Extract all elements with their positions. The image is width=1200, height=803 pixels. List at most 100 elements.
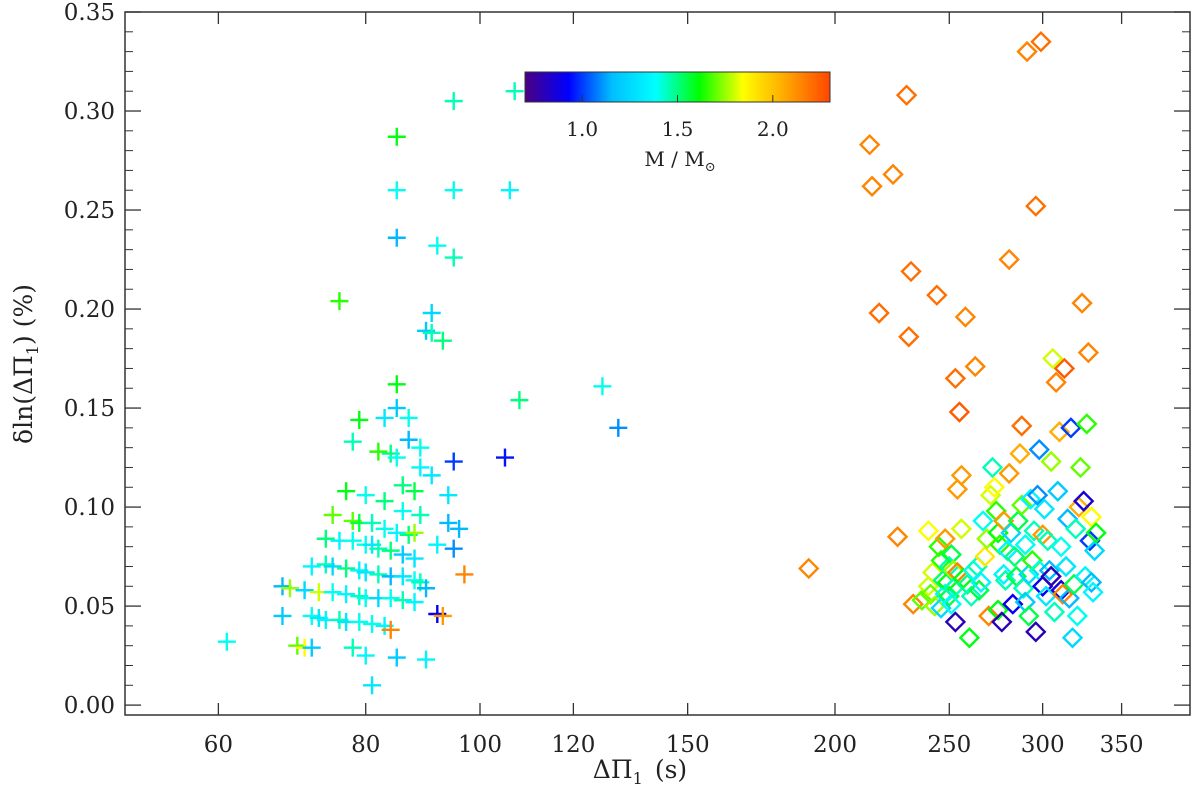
diamond-marker (1037, 530, 1059, 552)
y-tick-label: 0.00 (64, 693, 115, 719)
y-axis-title: δln(ΔΠ1) (%) (9, 284, 42, 444)
plus-marker (428, 535, 447, 554)
plus-marker (217, 632, 236, 651)
diamond-marker (1016, 40, 1038, 63)
colorbar-title-main: M / M (644, 147, 704, 171)
plus-marker (439, 486, 458, 505)
x-tick-label: 80 (351, 732, 380, 758)
plus-marker (330, 292, 349, 311)
diamond-marker (950, 464, 973, 487)
diamond-marker (900, 260, 922, 283)
diamond-marker (1076, 413, 1098, 435)
diamond-marker (1038, 559, 1061, 582)
x-axis-title-unit: (s) (655, 755, 687, 784)
diamond-marker (964, 355, 986, 378)
diamond-marker (1072, 490, 1095, 512)
diamond-marker (972, 510, 994, 532)
plus-marker (444, 248, 463, 267)
diamond-marker (1030, 31, 1052, 53)
diamond-marker (1035, 585, 1057, 607)
diamond-marker (1042, 347, 1064, 370)
x-tick-label: 350 (1100, 732, 1144, 758)
plus-marker (280, 579, 299, 598)
x-axis-title: ΔΠ1 (s) (593, 755, 687, 788)
diamond-marker (924, 595, 946, 617)
diamond-marker (902, 593, 924, 615)
colorbar-tick-label: 2.0 (757, 117, 789, 141)
plus-marker (387, 448, 406, 467)
diamond-marker (898, 326, 920, 348)
diamond-marker (930, 549, 952, 572)
diamond-marker (998, 248, 1020, 271)
plus-marker (343, 432, 362, 451)
colorbar: 1.0 1.5 2.0 (524, 71, 831, 141)
y-tick-label: 0.15 (64, 396, 115, 422)
plot-frame (124, 11, 1191, 716)
x-tick-label: 60 (204, 732, 233, 758)
plus-marker (369, 565, 388, 584)
diamond-marker (954, 306, 977, 328)
plus-marker (369, 539, 388, 558)
diamond-marker (944, 367, 967, 390)
diamond-marker (895, 84, 918, 106)
diamond-marker (1071, 292, 1093, 314)
plus-marker (393, 591, 412, 610)
plus-marker (444, 181, 463, 200)
plus-marker (444, 539, 463, 558)
diamond-marker (948, 401, 971, 423)
diamond-marker (1048, 421, 1071, 443)
diamond-marker (926, 284, 948, 306)
plus-marker (387, 523, 406, 542)
diamond-marker (1040, 565, 1062, 588)
plus-marker (422, 323, 441, 342)
plus-marker (302, 638, 321, 657)
diamond-marker (1026, 484, 1049, 506)
plus-marker (350, 612, 369, 631)
diamond-marker (1025, 621, 1047, 643)
plus-marker (387, 228, 406, 247)
plus-marker (609, 418, 628, 437)
diamond-marker (946, 478, 969, 500)
diamond-marker (858, 133, 881, 156)
colorbar-title-sub: ⊙ (705, 160, 716, 175)
diamond-marker (930, 597, 952, 619)
diamond-marker (983, 476, 1006, 498)
plus-marker (393, 476, 412, 495)
plus-marker (439, 513, 458, 532)
diamond-marker (1058, 587, 1080, 609)
plus-marker (433, 606, 452, 625)
diamond-marker (1043, 601, 1066, 623)
diamond-marker (958, 627, 981, 649)
diamond-marker (911, 589, 933, 611)
diamond-marker (1033, 498, 1056, 520)
plus-marker (399, 430, 418, 449)
diamond-marker (798, 557, 820, 580)
diamond-marker (992, 563, 1015, 586)
plus-marker (433, 331, 452, 350)
diamond-marker (950, 518, 973, 540)
y-tick-label: 0.10 (64, 495, 115, 521)
plus-marker (363, 614, 382, 633)
diamond-marker (1068, 496, 1090, 518)
diamond-marker (940, 593, 963, 615)
diamond-marker (994, 569, 1017, 592)
plus-marker (350, 410, 369, 429)
diamond-marker (991, 611, 1013, 633)
plus-marker (399, 408, 418, 427)
diamond-marker (970, 571, 992, 594)
diamond-marker (1069, 456, 1092, 479)
diamond-marker (1080, 506, 1103, 528)
plus-marker (337, 585, 356, 604)
plus-marker (510, 391, 529, 410)
data-points-layer (217, 31, 1107, 695)
plus-marker (428, 236, 447, 255)
plus-marker (295, 581, 314, 600)
y-tick-label: 0.25 (64, 198, 115, 224)
y-axis-title-sub: 1 (23, 345, 42, 355)
y-tick-label: 0.30 (64, 99, 115, 125)
plus-marker (343, 638, 362, 657)
diamond-marker (934, 583, 956, 605)
y-axis-title-suffix: ) (%) (9, 284, 38, 345)
diamond-marker (1019, 488, 1042, 510)
